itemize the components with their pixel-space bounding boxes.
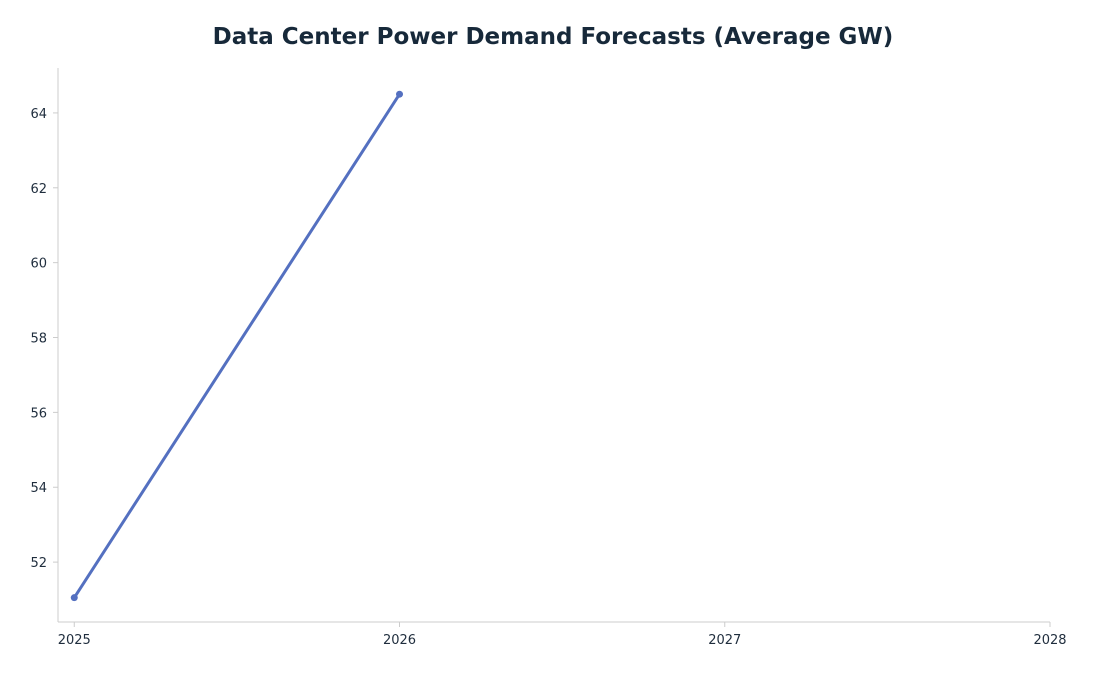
x-tick-label: 2028 [1033, 633, 1066, 648]
y-tick-label: 60 [30, 257, 47, 272]
chart-title: Data Center Power Demand Forecasts (Aver… [212, 24, 894, 50]
y-tick-label: 64 [30, 107, 47, 122]
y-tick-label: 54 [30, 481, 47, 496]
y-axis-ticks: 52 54 56 58 60 62 64 [30, 107, 58, 571]
data-point [70, 594, 78, 602]
data-point [396, 90, 404, 98]
x-axis-ticks: 2025 2026 2027 2028 [58, 622, 1067, 648]
x-tick-label: 2026 [383, 633, 416, 648]
y-tick-label: 52 [30, 556, 47, 571]
y-tick-label: 56 [30, 406, 47, 421]
series-layer [70, 90, 404, 602]
series-line [72, 92, 402, 600]
y-tick-label: 62 [30, 182, 47, 197]
x-tick-label: 2025 [58, 633, 91, 648]
x-tick-label: 2027 [708, 633, 741, 648]
y-tick-label: 58 [30, 332, 47, 347]
axes [57, 68, 1050, 623]
